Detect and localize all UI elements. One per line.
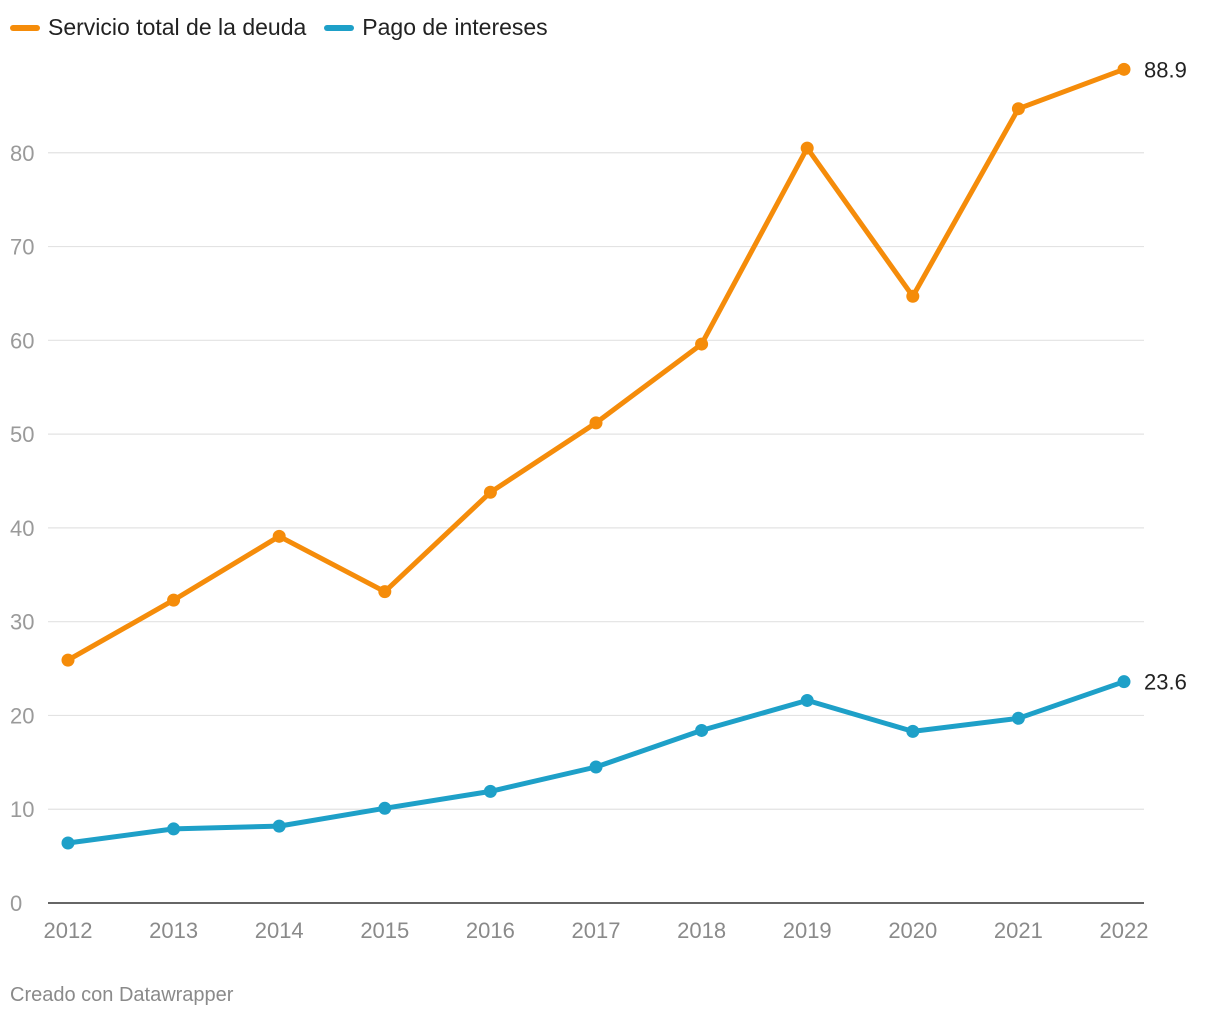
x-tick-label-2012: 2012 — [44, 918, 93, 943]
data-point-servicio-total-2012 — [61, 653, 75, 667]
x-tick-label-2013: 2013 — [149, 918, 198, 943]
x-tick-label-2021: 2021 — [994, 918, 1043, 943]
y-tick-label-10: 10 — [10, 797, 34, 822]
y-tick-label-70: 70 — [10, 235, 34, 260]
legend-item-servicio-total: Servicio total de la deuda — [10, 14, 306, 41]
series-line-servicio-total — [65, 66, 1127, 663]
y-tick-label-30: 30 — [10, 610, 34, 635]
legend-swatch-servicio-total — [10, 24, 40, 31]
data-point-pago-intereses-2019 — [800, 693, 814, 707]
data-point-pago-intereses-2018 — [695, 723, 709, 737]
x-tick-label-2020: 2020 — [888, 918, 937, 943]
end-value-label-servicio-total: 88.9 — [1144, 57, 1187, 82]
x-tick-label-2022: 2022 — [1100, 918, 1149, 943]
data-point-servicio-total-2015 — [378, 585, 392, 599]
x-tick-label-2018: 2018 — [677, 918, 726, 943]
legend-label-pago-intereses: Pago de intereses — [362, 14, 548, 40]
x-tick-label-2016: 2016 — [466, 918, 515, 943]
x-tick-label-2015: 2015 — [360, 918, 409, 943]
data-point-pago-intereses-2014 — [272, 819, 286, 833]
data-point-pago-intereses-2020 — [906, 724, 920, 738]
x-tick-label-2019: 2019 — [783, 918, 832, 943]
data-point-servicio-total-2014 — [272, 529, 286, 543]
footer-credit: Creado con Datawrapper — [10, 984, 234, 1006]
y-tick-label-50: 50 — [10, 422, 34, 447]
data-point-servicio-total-2016 — [483, 485, 497, 499]
legend-swatch-pago-intereses — [324, 24, 355, 31]
data-point-pago-intereses-2016 — [483, 784, 497, 798]
y-tick-label-0: 0 — [10, 891, 22, 916]
data-point-pago-intereses-2015 — [378, 801, 392, 815]
legend-item-pago-intereses: Pago de intereses — [324, 14, 548, 41]
y-tick-label-60: 60 — [10, 328, 34, 353]
data-point-servicio-total-2019 — [800, 141, 814, 155]
data-point-servicio-total-2018 — [695, 337, 709, 351]
x-tick-label-2014: 2014 — [255, 918, 304, 943]
y-tick-label-80: 80 — [10, 141, 34, 166]
y-tick-label-20: 20 — [10, 703, 34, 728]
line-chart: 0 10 20 30 40 50 60 70 80 2012 2013 2014 2015 2016 201… — [10, 57, 1187, 943]
data-point-servicio-total-2013 — [167, 593, 181, 607]
y-tick-label-40: 40 — [10, 516, 34, 541]
data-point-servicio-total-2022 — [1117, 62, 1131, 76]
data-point-pago-intereses-2022 — [1117, 675, 1131, 689]
data-point-servicio-total-2017 — [589, 416, 603, 430]
data-point-pago-intereses-2012 — [61, 836, 75, 850]
data-point-pago-intereses-2021 — [1011, 711, 1025, 725]
data-point-servicio-total-2020 — [906, 289, 920, 303]
x-tick-label-2017: 2017 — [572, 918, 621, 943]
end-value-label-pago-intereses: 23.6 — [1144, 670, 1187, 695]
data-point-pago-intereses-2017 — [589, 760, 603, 774]
data-point-pago-intereses-2013 — [167, 822, 181, 836]
chart-legend: Servicio total de la deuda Pago de inter… — [10, 14, 548, 41]
data-point-servicio-total-2021 — [1011, 102, 1025, 116]
legend-label-servicio-total: Servicio total de la deuda — [48, 14, 307, 40]
